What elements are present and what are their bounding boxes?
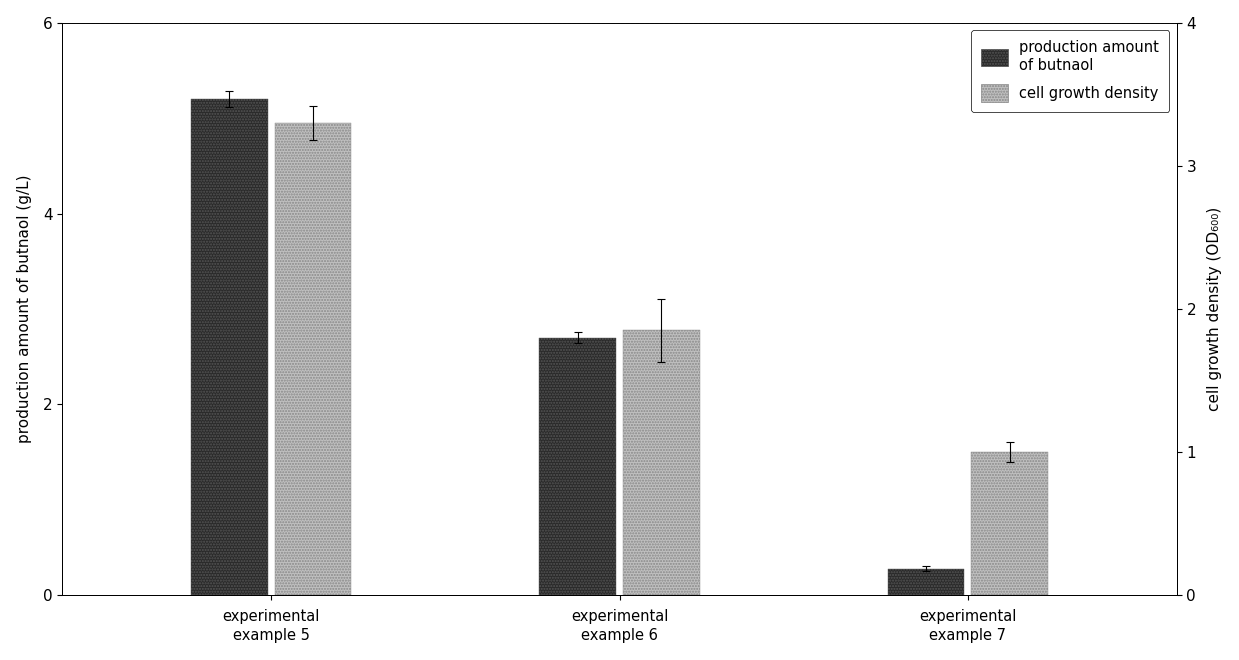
Y-axis label: production amount of butnaol (g/L): production amount of butnaol (g/L) xyxy=(16,175,32,444)
Bar xyxy=(887,569,964,595)
Legend: production amount
of butnaol, cell growth density: production amount of butnaol, cell growt… xyxy=(971,30,1170,112)
Bar xyxy=(971,452,1048,595)
Bar xyxy=(623,331,700,595)
Bar xyxy=(539,338,616,595)
Bar xyxy=(275,123,352,595)
Bar xyxy=(191,99,268,595)
Y-axis label: cell growth density (OD₆₀₀): cell growth density (OD₆₀₀) xyxy=(1207,207,1223,411)
